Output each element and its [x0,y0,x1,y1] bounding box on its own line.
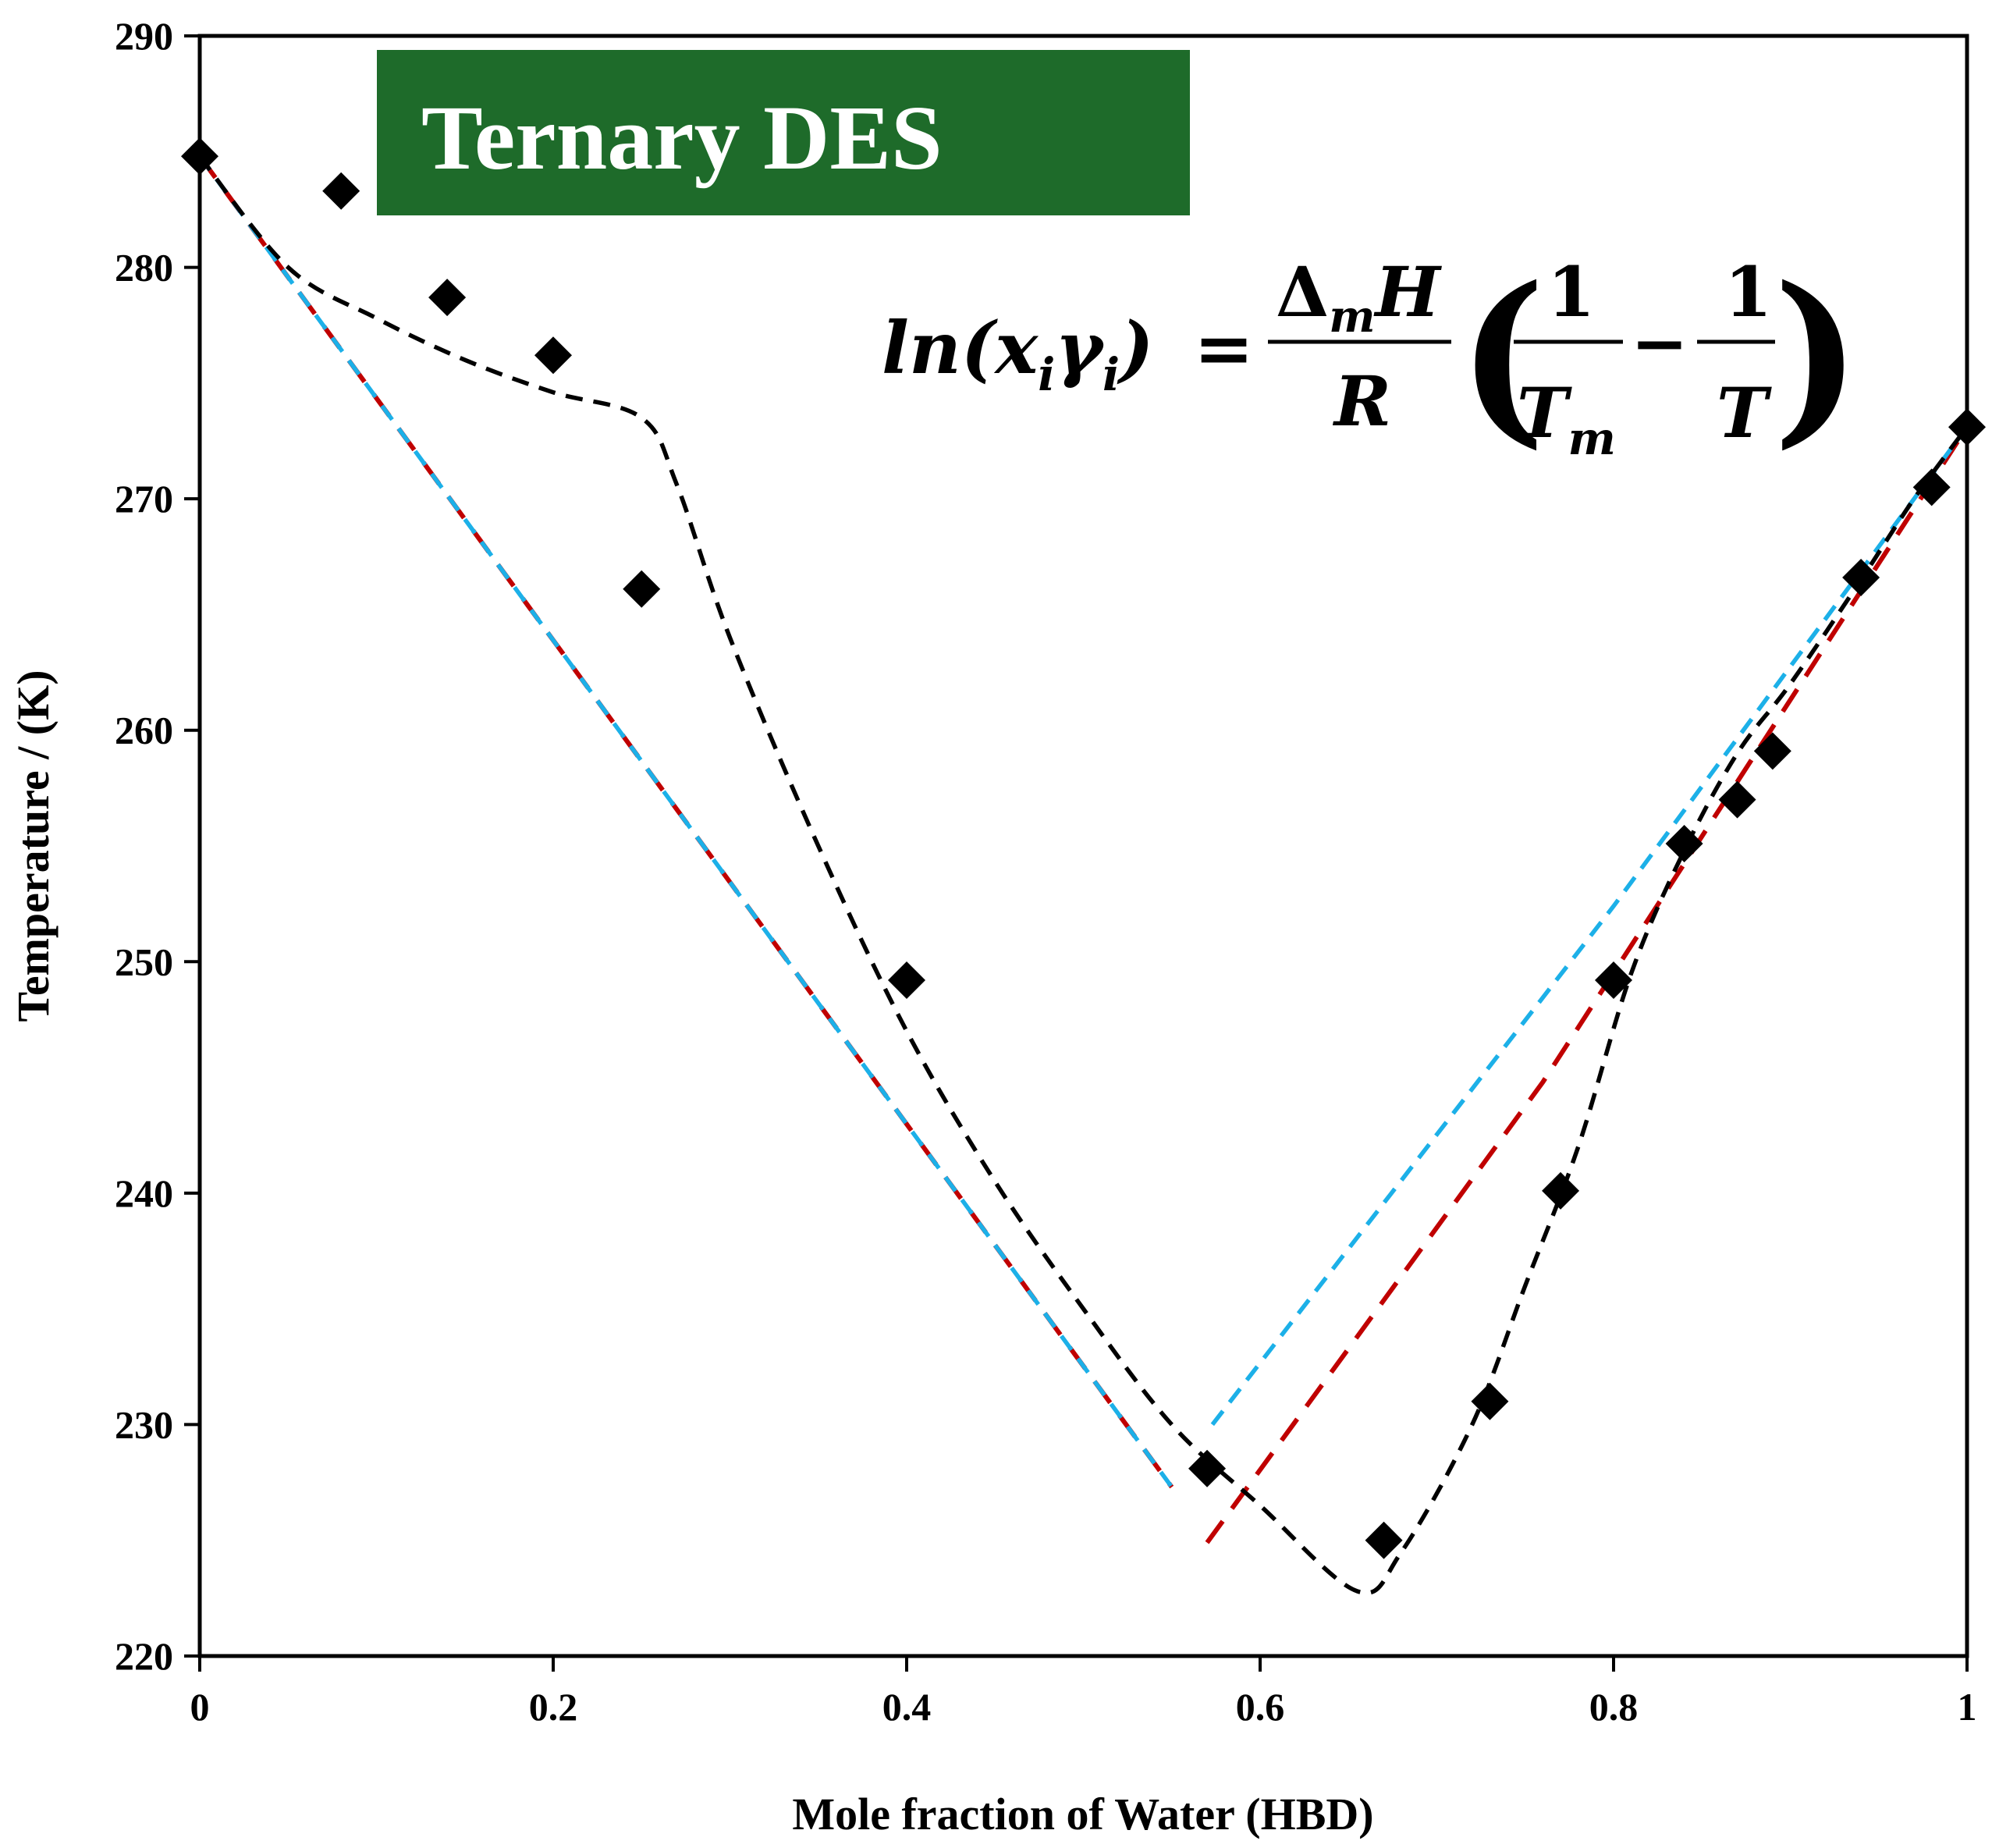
eq-lhs-sub2: i [1103,348,1120,401]
x-axis-title: Mole fraction of Water (HBD) [792,1789,1373,1839]
eq-inner2-num: 1 [1724,251,1772,332]
svg-text:Tm: Tm [1517,372,1616,465]
data-point-marker [1753,732,1791,770]
y-tick-label: 260 [115,709,173,752]
marker-layer [181,137,1986,1559]
data-point-marker [888,961,925,1000]
eq-equals: = [1194,306,1254,390]
series-line-ideal-blue [197,155,1969,1489]
data-point-marker [1188,1449,1227,1487]
eq-inner2-den: T [1717,372,1772,453]
title-badge [377,50,1190,215]
y-axis-title: Temperature / (K) [8,670,59,1022]
eq-paren-close: ) [1773,246,1862,466]
axis-ticks [184,34,1969,1672]
data-point-marker [534,336,572,375]
svg-text:ln(xiγi): ln(xiγi) [882,306,1154,401]
data-point-marker [1842,558,1880,596]
x-tick-label: 0.4 [882,1685,932,1729]
x-tick-label: 0.2 [529,1685,578,1729]
eq-inner1-sub: m [1568,412,1615,465]
data-point-marker [1718,780,1756,819]
plot-area-frame [197,34,1969,1658]
eq-lhs-sub1: i [1038,348,1055,401]
eq-lhs-gamma: γ [1055,306,1106,390]
y-tick-label: 220 [115,1634,173,1678]
data-point-marker [181,137,218,176]
data-point-marker [1542,1171,1580,1210]
eq-frac-delta-sub: m [1329,291,1375,343]
data-point-marker [623,570,661,608]
x-tick-label: 1 [1958,1685,1977,1729]
data-point-marker [1471,1382,1509,1420]
eq-paren-open: ( [1458,246,1546,466]
svg-text:ΔmH: ΔmH [1276,251,1443,343]
eq-frac-den: R [1332,361,1391,442]
eq-lhs-close: ) [1117,306,1154,390]
chart-title: Ternary DES [421,87,943,189]
data-point-marker [428,279,467,317]
y-tick-label: 250 [115,940,173,983]
eq-minus: − [1631,302,1688,383]
x-tick-label: 0.8 [1589,1685,1639,1729]
eq-frac-H: H [1373,251,1443,332]
axis-tick-labels: 0 0.2 0.4 0.6 0.8 1 220 230 240 250 260 270 280 290 [115,14,1977,1729]
y-tick-label: 290 [115,14,173,58]
series-layer [197,155,1969,1595]
equation: ln(xiγi) = ΔmH R ( 1 Tm − 1 T ) [882,246,1862,466]
y-tick-label: 240 [115,1171,173,1215]
eq-lhs: ln(x [882,306,1039,390]
data-point-marker [1912,468,1951,506]
eq-inner1-T: T [1517,372,1572,453]
data-point-marker [1948,408,1986,446]
data-point-marker [322,172,360,210]
data-point-marker [1665,825,1703,863]
series-line-model [197,155,1969,1595]
y-tick-label: 230 [115,1402,173,1446]
data-point-marker [1595,961,1632,1000]
x-tick-label: 0.6 [1236,1685,1285,1729]
eq-inner1-num: 1 [1547,251,1595,332]
x-tick-label: 0 [190,1685,210,1729]
eq-frac-delta: Δ [1276,251,1329,332]
y-tick-label: 270 [115,477,173,521]
y-tick-label: 280 [115,246,173,290]
data-point-marker [1365,1521,1403,1559]
